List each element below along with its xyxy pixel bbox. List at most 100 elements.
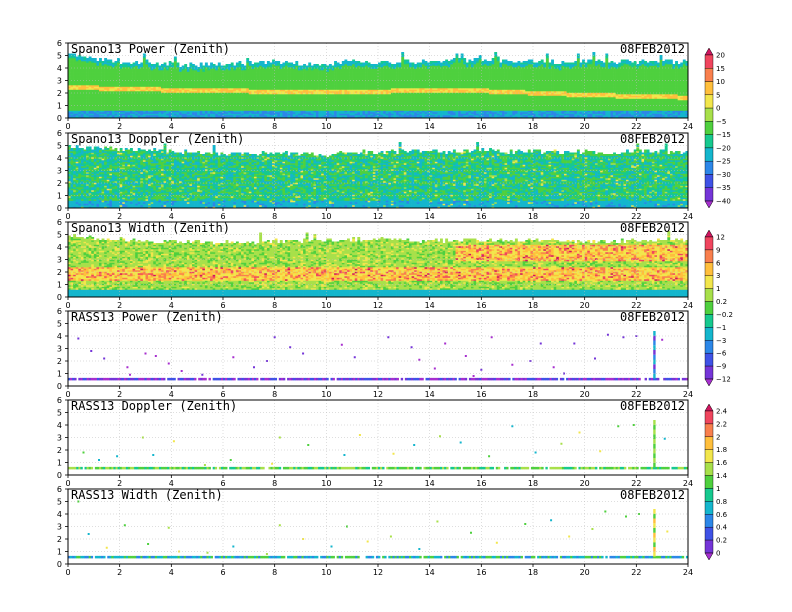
heatmap-cell: [145, 65, 149, 68]
heatmap-cell: [179, 79, 182, 81]
heatmap-cell: [233, 73, 237, 75]
heatmap-cell: [228, 64, 232, 66]
heatmap-cell: [230, 73, 234, 75]
heatmap-cell: [86, 68, 89, 71]
heatmap-cell: [142, 91, 146, 93]
heatmap-cell: [106, 112, 110, 114]
heatmap-cell: [101, 88, 105, 90]
heatmap-cell: [137, 112, 141, 114]
heatmap-cell: [181, 94, 185, 96]
heatmap-cell: [148, 85, 151, 87]
heatmap-cell: [122, 92, 126, 95]
heatmap-cell: [130, 115, 133, 117]
heatmap-cell: [145, 74, 149, 77]
heatmap-cell: [303, 64, 306, 66]
heatmap-cell: [88, 65, 92, 68]
heatmap-cell: [248, 67, 252, 69]
heatmap-cell: [254, 109, 257, 111]
heatmap-cell: [96, 109, 100, 111]
heatmap-cell: [210, 77, 213, 80]
heatmap-cell: [153, 80, 157, 83]
heatmap-cell: [173, 79, 177, 81]
heatmap-cell: [199, 79, 203, 81]
heatmap-cell: [194, 116, 198, 119]
heatmap-cell: [204, 68, 208, 71]
heatmap-cell: [140, 107, 144, 110]
heatmap-cell: [68, 71, 71, 74]
heatmap-cell: [243, 107, 247, 110]
heatmap-cell: [114, 115, 118, 117]
heatmap-cell: [173, 77, 177, 80]
heatmap-cell: [235, 62, 239, 65]
heatmap-cell: [137, 113, 141, 116]
heatmap-cell: [68, 86, 71, 89]
heatmap-cell: [127, 106, 131, 108]
heatmap-cell: [251, 71, 255, 74]
heatmap-cell: [186, 94, 190, 96]
heatmap-cell: [223, 89, 226, 92]
heatmap-cell: [155, 91, 159, 93]
heatmap-cell: [88, 58, 92, 60]
heatmap-cell: [228, 73, 232, 75]
heatmap-cell: [254, 110, 257, 113]
heatmap-cell: [173, 100, 177, 102]
heatmap-cell: [99, 110, 102, 113]
heatmap-cell: [246, 58, 250, 60]
heatmap-cell: [166, 73, 170, 75]
heatmap-cell: [256, 112, 260, 114]
heatmap-cell: [181, 97, 185, 99]
heatmap-cell: [225, 65, 229, 68]
heatmap-cell: [142, 86, 146, 89]
heatmap-cell: [101, 74, 105, 77]
heatmap-cell: [91, 94, 95, 96]
heatmap-cell: [106, 101, 110, 104]
heatmap-cell: [230, 65, 234, 68]
heatmap-cell: [83, 113, 87, 116]
heatmap-cell: [78, 89, 82, 92]
heatmap-cell: [241, 98, 244, 101]
heatmap-cell: [194, 70, 198, 72]
heatmap-cell: [99, 104, 102, 107]
heatmap-cell: [86, 94, 89, 96]
heatmap-cell: [197, 98, 201, 101]
heatmap-cell: [148, 68, 151, 71]
heatmap-cell: [91, 68, 95, 71]
heatmap-cell: [104, 80, 108, 83]
heatmap-cell: [230, 97, 234, 99]
heatmap-cell: [73, 109, 77, 111]
heatmap-cell: [246, 107, 250, 110]
heatmap-cell: [168, 97, 172, 99]
heatmap-cell: [117, 92, 120, 95]
heatmap-cell: [70, 116, 74, 119]
heatmap-cell: [173, 92, 177, 95]
heatmap-cell: [173, 86, 177, 89]
heatmap-cell: [73, 74, 77, 77]
heatmap-cell: [210, 89, 213, 92]
heatmap-cell: [155, 67, 159, 69]
heatmap-cell: [204, 113, 208, 116]
heatmap-cell: [246, 64, 250, 66]
heatmap-cell: [140, 116, 144, 119]
heatmap-cell: [254, 73, 257, 75]
heatmap-cell: [117, 70, 120, 72]
heatmap-cell: [217, 65, 221, 68]
heatmap-cell: [83, 61, 87, 63]
heatmap-cell: [153, 88, 157, 90]
heatmap-cell: [176, 74, 180, 77]
heatmap-cell: [235, 107, 239, 110]
heatmap-cell: [106, 95, 110, 98]
heatmap-cell: [142, 70, 146, 72]
heatmap-cell: [119, 85, 123, 87]
heatmap-cell: [176, 101, 180, 104]
heatmap-cell: [217, 92, 221, 95]
heatmap-cell: [80, 59, 84, 62]
heatmap-cell: [78, 58, 82, 60]
heatmap-cell: [186, 73, 190, 75]
heatmap-cell: [68, 58, 71, 60]
heatmap-cell: [163, 74, 167, 77]
heatmap-cell: [127, 86, 131, 89]
heatmap-cell: [202, 89, 206, 92]
heatmap-cell: [210, 86, 213, 89]
heatmap-cell: [109, 110, 113, 113]
heatmap-cell: [179, 109, 182, 111]
